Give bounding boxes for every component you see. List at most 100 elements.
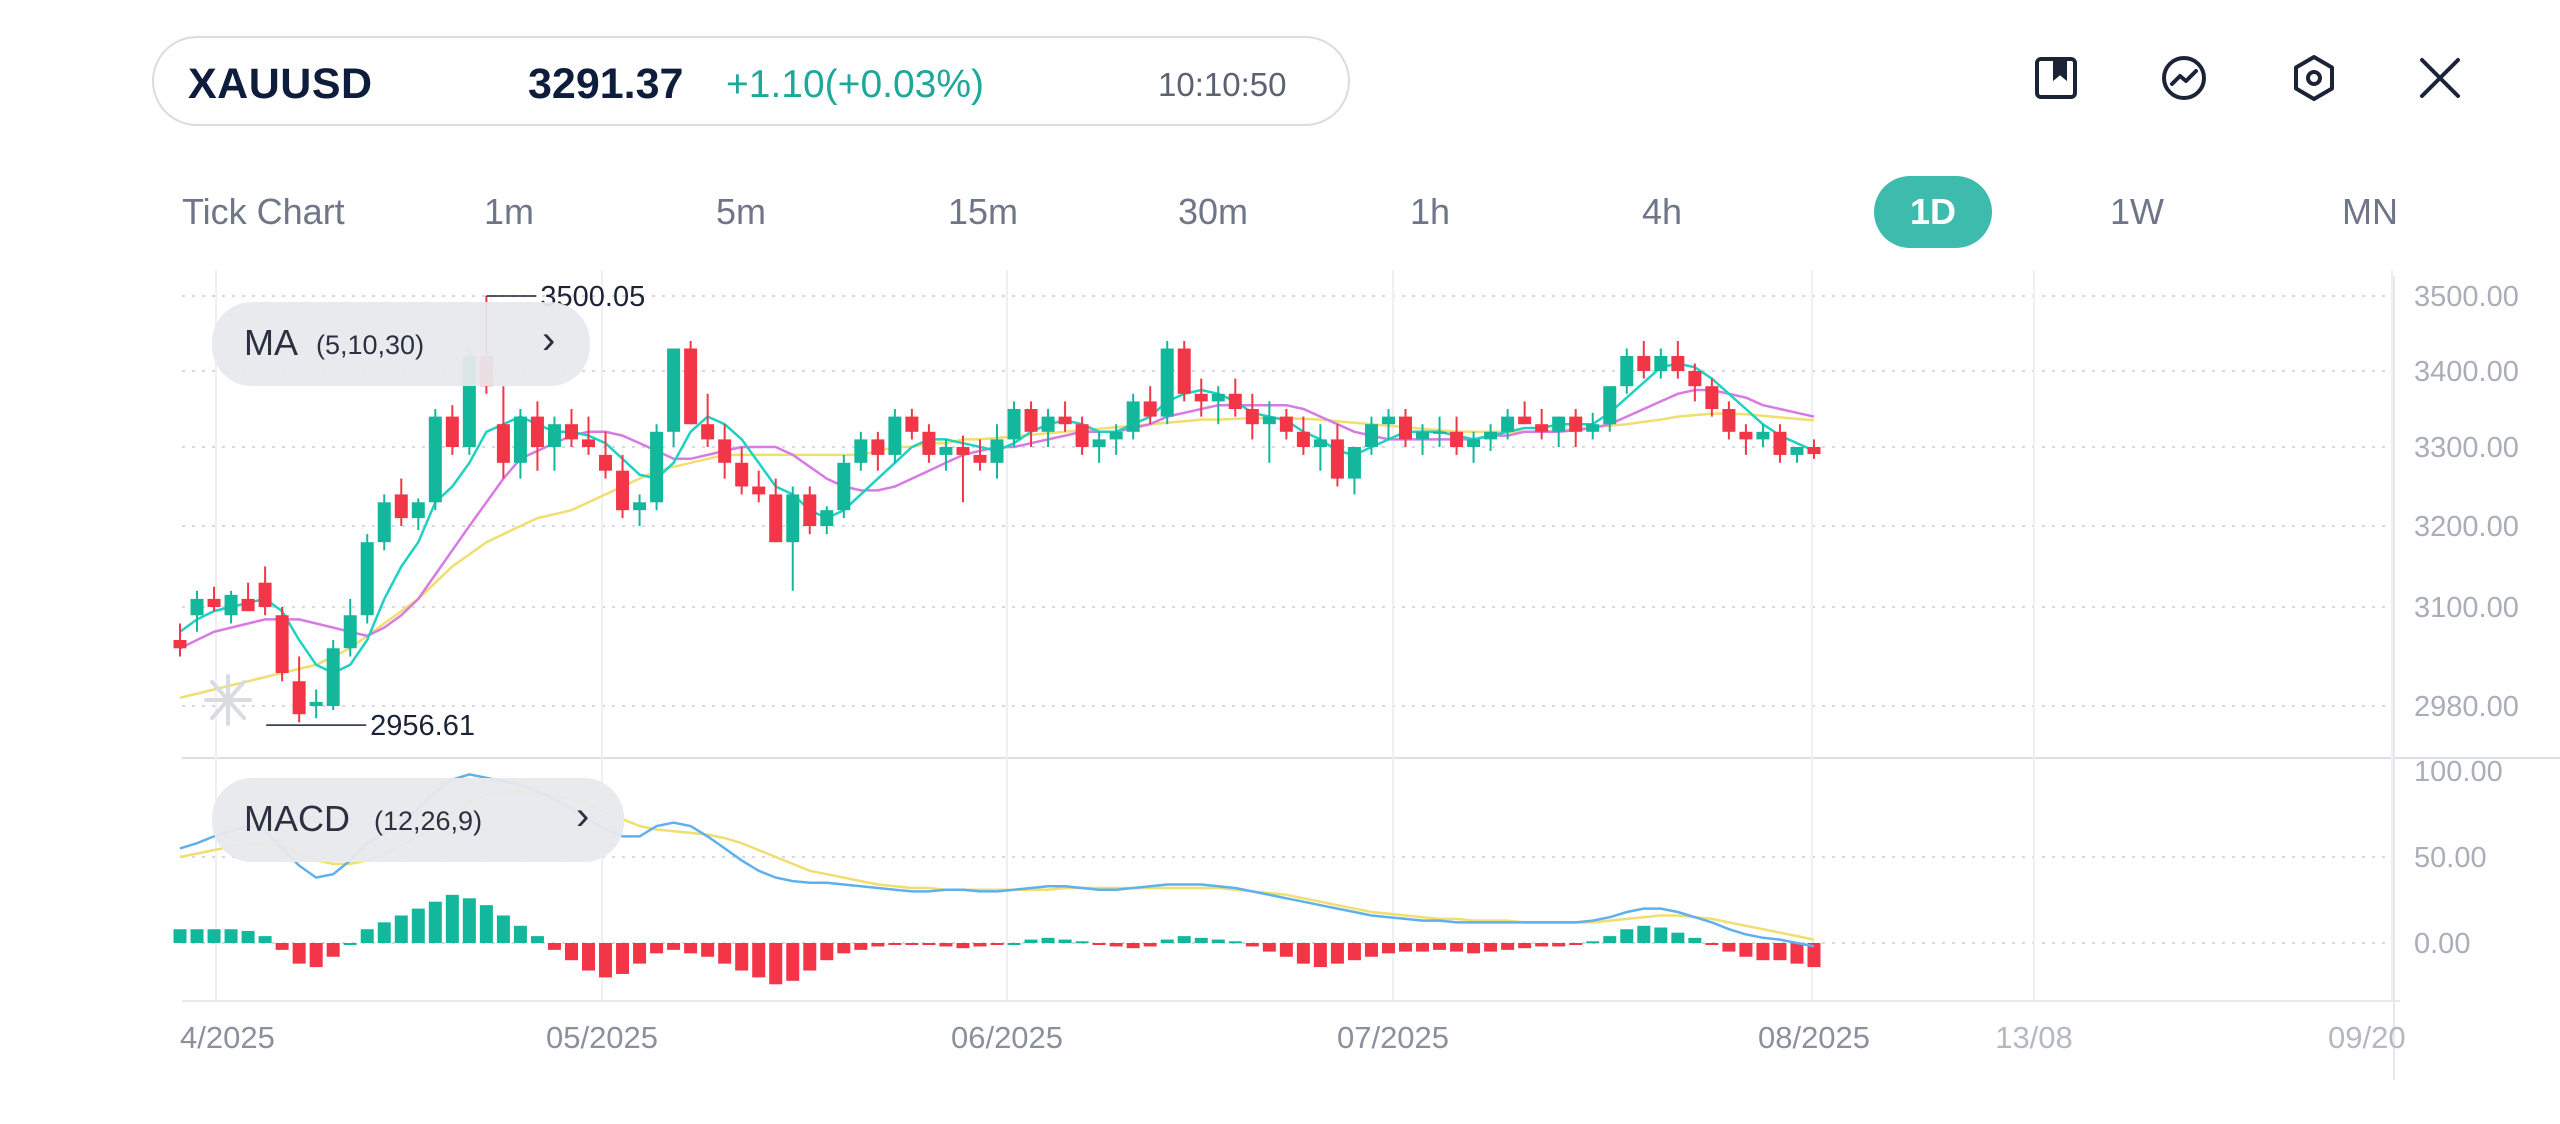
macd-histogram-bar [1807,943,1821,968]
candle-body [1279,416,1293,432]
candle [326,640,340,711]
candle [1484,424,1498,451]
candle [956,435,970,503]
candle [360,534,374,624]
candle-body [1160,348,1174,417]
candle [224,590,238,624]
candle-body [871,439,885,455]
tab-1h[interactable]: 1h [1410,191,1451,232]
tab-15m[interactable]: 15m [948,191,1019,232]
candle [803,486,817,535]
candle-body [394,494,408,519]
macd-histogram-bar [1705,943,1719,945]
price-tick-label: 3200.00 [2414,511,2519,543]
candle [684,341,698,425]
close-icon[interactable] [2412,50,2468,106]
watermark-logo [204,674,252,726]
candle [1450,416,1464,455]
candle-body [854,439,868,463]
macd-histogram-bar [735,943,749,971]
candle-body [905,416,919,432]
macd-histogram-bar [513,925,527,943]
ma-indicator-chip[interactable]: MA (5,10,30) › [212,302,590,386]
macd-histogram-bar [309,943,323,968]
candle [1535,409,1549,440]
candle [513,409,527,479]
candle [871,431,885,471]
candle [1143,386,1157,425]
settings-hexagon-icon[interactable] [2286,50,2342,106]
price-tick-label: 3300.00 [2414,432,2519,464]
tab-5m[interactable]: 5m [716,191,767,232]
candle [939,439,953,471]
candle [547,416,561,471]
macd-name: MACD [244,798,350,839]
candle-body [1416,431,1430,440]
candle [275,607,289,682]
macd-histogram-bar [820,943,834,961]
macd-histogram-bar [1637,925,1651,943]
macd-histogram-bar [1620,929,1634,943]
candle [990,424,1004,479]
candle-body [1211,393,1225,402]
candle [1109,424,1123,455]
candle-body [1399,416,1412,440]
candle [411,498,425,531]
candle-body [190,598,204,616]
candle-body [411,502,425,519]
macd-histogram-bar [1279,943,1293,957]
candle-body [1296,431,1310,447]
macd-histogram-bar [1075,941,1089,944]
candle [650,424,664,511]
macd-histogram-bar [905,943,919,945]
macd-histogram-bar [667,943,681,950]
macd-histogram-bar [1416,943,1430,952]
candle-body [939,447,953,455]
macd-histogram-bar [1126,943,1140,949]
candle-body [735,462,749,487]
macd-histogram-bar [377,922,391,943]
macd-histogram-bar [1603,936,1617,943]
macd-histogram-bar [1739,943,1753,957]
macd-indicator-chip[interactable]: MACD (12,26,9) › [212,778,624,862]
candle-body [1143,401,1157,417]
tab-mn[interactable]: MN [2342,191,2398,232]
tab-30m[interactable]: 30m [1178,191,1249,232]
candle [377,494,391,551]
price-tick-label: 2980.00 [2414,691,2519,723]
macd-histogram-bar [547,943,561,950]
chevron-right-icon: › [576,794,590,838]
candle [1007,401,1021,447]
candle-body [343,615,357,649]
tab-1w[interactable]: 1W [2110,191,2164,232]
candle [582,416,595,455]
quote-pill: XAUUSD 3291.37 +1.10(+0.03%) 10:10:50 [152,36,1350,126]
candle [1313,424,1327,471]
candle [173,623,187,657]
tab-1m[interactable]: 1m [484,191,535,232]
candle-body [1569,416,1583,432]
candle [1790,447,1804,463]
bookmark-icon[interactable] [2028,50,2084,106]
ma-lines [179,362,1815,700]
ma-params: (5,10,30) [316,330,425,360]
candle-body [752,486,766,495]
candle-body [922,431,936,455]
candle [1381,409,1395,440]
tab-tick-chart[interactable]: Tick Chart [182,191,345,232]
tab-1d[interactable]: 1D [1874,176,1992,248]
symbol-label: XAUUSD [188,60,373,108]
candle [616,454,630,519]
candle-body [582,439,595,447]
candle-body [667,348,681,432]
macd-histogram-bar [1654,927,1668,943]
candle-body [326,648,340,706]
macd-histogram-bar [650,943,664,954]
candle [343,598,357,657]
tab-4h[interactable]: 4h [1642,191,1683,232]
candle [1092,431,1106,463]
trend-chart-icon[interactable] [2156,50,2212,106]
candle [1416,424,1430,455]
candle [701,393,715,447]
